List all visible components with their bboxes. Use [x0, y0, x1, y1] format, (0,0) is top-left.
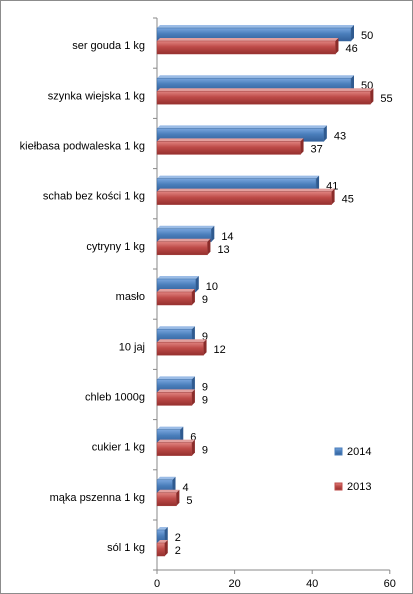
bar-side-face — [191, 376, 195, 393]
value-label: 4 — [183, 482, 189, 494]
category-label: 10 jaj — [119, 341, 145, 353]
bar-top-face — [157, 339, 207, 343]
bar-top-face — [157, 376, 195, 380]
bar-2013 — [156, 191, 332, 205]
bar-side-face — [300, 138, 304, 155]
bar-side-face — [195, 276, 199, 292]
value-label: 55 — [380, 93, 392, 105]
value-label: 45 — [342, 194, 354, 206]
bar-top-face — [157, 276, 199, 279]
bar-top-face — [157, 225, 215, 229]
x-tick-label: 40 — [306, 578, 318, 590]
value-label: 2 — [175, 532, 181, 544]
category-label: szynka wiejska 1 kg — [48, 90, 145, 102]
bar-top-face — [157, 138, 304, 142]
value-label: 9 — [202, 394, 208, 406]
bar-2013 — [156, 392, 193, 406]
category-label: ser gouda 1 kg — [72, 40, 145, 52]
category-label: mąka pszenna 1 kg — [50, 492, 145, 504]
bar-top-face — [157, 25, 354, 28]
bar-side-face — [351, 25, 354, 41]
bar-side-face — [211, 225, 215, 242]
x-tick-label: 20 — [228, 578, 240, 590]
bar-top-face — [157, 326, 195, 330]
category-label: chleb 1000g — [85, 392, 145, 404]
bar-2013 — [156, 241, 208, 256]
bar-side-face — [323, 125, 327, 142]
legend-label: 2013 — [347, 481, 371, 493]
plot-area: ser gouda 1 kg szynka wiejska 1 kg kiełbas… — [20, 17, 396, 590]
bar-top-face — [157, 175, 320, 179]
bar-side-face — [164, 527, 168, 543]
bar-top-face — [157, 527, 168, 530]
value-label: 43 — [334, 130, 346, 142]
bar-top-face — [157, 88, 374, 92]
value-label: 9 — [202, 294, 208, 306]
value-label: 13 — [217, 244, 229, 256]
legend-swatch-2013 — [334, 482, 343, 491]
bar-top-face — [157, 476, 176, 480]
bar-top-face — [157, 489, 180, 493]
bar-top-face — [157, 289, 195, 292]
bar-side-face — [370, 88, 374, 105]
bar-side-face — [191, 289, 195, 305]
bar-top-face — [157, 540, 168, 543]
value-label: 46 — [345, 43, 357, 55]
value-label: 6 — [190, 432, 196, 444]
bar-2013 — [156, 492, 177, 507]
legend-label: 2014 — [347, 446, 371, 458]
bar-top-face — [157, 125, 327, 129]
value-label: 9 — [202, 381, 208, 393]
bar-top-face — [157, 188, 335, 192]
bar-side-face — [331, 188, 335, 205]
category-label: schab bez kości 1 kg — [43, 191, 145, 203]
category-label: cukier 1 kg — [92, 442, 145, 454]
bar-side-face — [191, 439, 195, 456]
bar-top-face — [157, 426, 184, 430]
x-tick-label: 60 — [384, 578, 396, 590]
category-label: sól 1 kg — [107, 542, 145, 554]
value-label: 12 — [214, 344, 226, 356]
bar-side-face — [180, 426, 184, 443]
category-label: masło — [116, 291, 145, 303]
bar-2013 — [156, 40, 336, 55]
bar-top-face — [157, 439, 195, 443]
bar-top-face — [157, 75, 354, 79]
value-label: 37 — [311, 143, 323, 155]
bar-side-face — [203, 339, 207, 356]
bar-side-face — [176, 489, 180, 506]
value-label: 9 — [202, 331, 208, 343]
value-label: 14 — [221, 231, 233, 243]
bar-side-face — [316, 175, 320, 192]
bar-side-face — [191, 389, 195, 406]
value-label: 9 — [202, 445, 208, 457]
bar-2013 — [156, 141, 301, 155]
bar-side-face — [164, 540, 168, 556]
bar-2013 — [156, 341, 204, 356]
category-label: cytryny 1 kg — [86, 241, 145, 253]
bar-side-face — [191, 326, 195, 343]
bar-2013 — [156, 442, 193, 456]
x-tick-label: 0 — [154, 578, 160, 590]
value-label: 50 — [361, 30, 373, 42]
bar-top-face — [157, 238, 211, 242]
bar-top-face — [157, 389, 195, 393]
bar-side-face — [172, 476, 176, 493]
bar-side-face — [335, 38, 339, 54]
value-label: 5 — [186, 495, 192, 507]
bar-side-face — [207, 238, 211, 255]
legend-swatch-2014 — [334, 447, 343, 456]
bar-side-face — [351, 75, 354, 92]
bar-2013 — [156, 542, 166, 557]
value-label: 10 — [206, 281, 218, 293]
category-label: kiełbasa podwaleska 1 kg — [20, 141, 145, 153]
bar-2013 — [156, 90, 371, 105]
bar-top-face — [157, 38, 339, 41]
bar-2013 — [156, 291, 193, 306]
value-label: 2 — [175, 545, 181, 557]
